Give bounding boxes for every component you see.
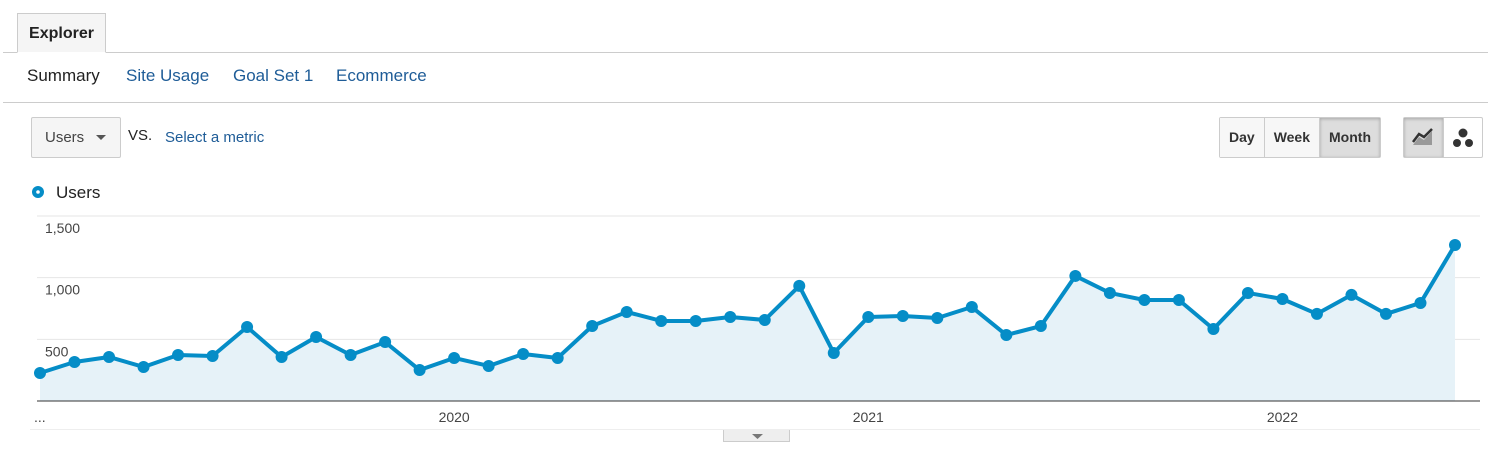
point[interactable] — [1414, 296, 1427, 309]
nav-link[interactable]: Site Usage — [126, 66, 210, 85]
point[interactable] — [1138, 293, 1151, 306]
point[interactable] — [551, 351, 564, 364]
point[interactable] — [655, 314, 668, 327]
metric-label: Users — [45, 129, 85, 146]
caret — [96, 135, 106, 140]
y-tick-label: 1,500 — [45, 220, 80, 236]
point[interactable] — [758, 313, 771, 326]
point[interactable] — [103, 350, 116, 363]
area-fill — [40, 244, 1455, 401]
granularity: Day Week Month — [1219, 117, 1381, 158]
x-tick-label: 2020 — [439, 409, 470, 425]
expand-handle[interactable] — [723, 430, 790, 442]
point[interactable] — [1310, 307, 1323, 320]
point[interactable] — [1379, 307, 1392, 320]
line-chart-button[interactable] — [1404, 118, 1444, 157]
icon — [1452, 128, 1473, 147]
point[interactable] — [68, 356, 81, 369]
y-tick-label: 500 — [45, 343, 69, 359]
x-tick-label: 2021 — [853, 409, 884, 425]
point[interactable] — [827, 347, 840, 360]
point[interactable] — [1449, 238, 1461, 251]
select-metric[interactable]: Select a metric — [165, 129, 265, 146]
point[interactable] — [206, 349, 219, 362]
point[interactable] — [448, 351, 461, 364]
point[interactable] — [1034, 320, 1047, 333]
point[interactable] — [413, 364, 426, 377]
point[interactable] — [1000, 329, 1013, 342]
nav-link[interactable]: Ecommerce — [336, 66, 427, 85]
point[interactable] — [241, 321, 254, 333]
point[interactable] — [1241, 286, 1254, 299]
tab[interactable]: Explorer — [17, 13, 106, 53]
divider — [3, 52, 1488, 53]
granularity-button[interactable]: Month — [1319, 118, 1380, 157]
motion-chart-button[interactable] — [1444, 118, 1483, 157]
point[interactable] — [620, 305, 633, 318]
icon — [1412, 127, 1434, 145]
legend-marker-dot — [36, 190, 40, 194]
nav-link: Summary — [27, 66, 100, 85]
point[interactable] — [586, 320, 599, 333]
point[interactable] — [517, 348, 530, 361]
point[interactable] — [1345, 288, 1358, 301]
nav-link[interactable]: Goal Set 1 — [233, 66, 314, 85]
x-tick-label: ... — [34, 409, 46, 425]
point[interactable] — [482, 359, 495, 372]
point[interactable] — [137, 360, 150, 373]
chart: Users 500 1,000 1,500... 2020 2021 2022 — [30, 183, 1480, 430]
chart-type — [1403, 117, 1483, 158]
point[interactable] — [965, 301, 978, 314]
metric-dropdown[interactable]: Users — [31, 117, 121, 158]
legend-label: Users — [56, 183, 100, 202]
point[interactable] — [1103, 286, 1116, 299]
point[interactable] — [1172, 293, 1185, 306]
vs-label: VS. — [128, 127, 153, 144]
point[interactable] — [344, 348, 357, 361]
point[interactable] — [689, 314, 702, 327]
point[interactable] — [793, 279, 806, 292]
point[interactable] — [275, 350, 288, 363]
y-tick-label: 1,000 — [45, 282, 80, 298]
x-tick-label: 2022 — [1267, 409, 1298, 425]
icon — [752, 434, 763, 439]
granularity-button[interactable]: Week — [1263, 118, 1320, 157]
point[interactable] — [931, 311, 944, 324]
divider — [3, 102, 1488, 103]
point[interactable] — [172, 348, 185, 361]
line — [39, 243, 1457, 375]
point[interactable] — [724, 311, 737, 324]
granularity-button[interactable]: Day — [1220, 118, 1264, 157]
point[interactable] — [1207, 322, 1220, 335]
point[interactable] — [1069, 269, 1082, 282]
point[interactable] — [862, 311, 875, 324]
point[interactable] — [379, 336, 392, 349]
point[interactable] — [1276, 293, 1289, 306]
point[interactable] — [34, 367, 46, 380]
point[interactable] — [896, 310, 909, 323]
point[interactable] — [310, 330, 323, 343]
